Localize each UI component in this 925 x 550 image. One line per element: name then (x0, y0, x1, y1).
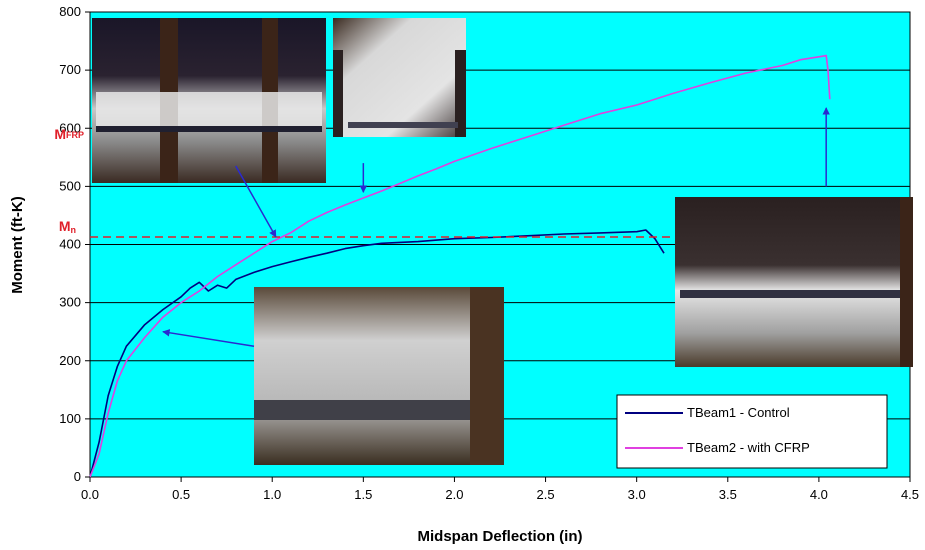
y-tick-label: 400 (59, 237, 81, 252)
y-tick-label: 300 (59, 295, 81, 310)
photo-beam-failure (675, 197, 913, 367)
y-tick-label: 0 (74, 469, 81, 484)
callout-arrow (162, 329, 255, 347)
x-tick-label: 1.0 (263, 487, 281, 502)
x-tick-label: 2.0 (445, 487, 463, 502)
x-tick-label: 4.0 (810, 487, 828, 502)
photo-beam-overview (92, 18, 326, 183)
series-layer (89, 54, 831, 478)
callout-arrow (235, 165, 277, 238)
photo-beam-crack-detail (333, 18, 466, 137)
mfrp-label: MFRP (54, 126, 84, 142)
legend-label-tbeam1: TBeam1 - Control (687, 405, 790, 420)
y-tick-label: 200 (59, 353, 81, 368)
y-axis: 0 100 200 300 400 500 600 700 800 (59, 4, 90, 484)
x-tick-label: 3.5 (719, 487, 737, 502)
y-tick-label: 700 (59, 62, 81, 77)
y-tick-label: 800 (59, 4, 81, 19)
x-tick-label: 3.0 (628, 487, 646, 502)
x-tick-label: 2.5 (537, 487, 555, 502)
x-axis-title: Midspan Deflection (in) (418, 528, 583, 545)
x-tick-label: 0.0 (81, 487, 99, 502)
series-line-tbeam2 (89, 54, 831, 478)
x-tick-label: 1.5 (354, 487, 372, 502)
x-tick-label: 0.5 (172, 487, 190, 502)
y-tick-label: 100 (59, 411, 81, 426)
x-axis: 0.0 0.5 1.0 1.5 2.0 2.5 3.0 3.5 4.0 4.5 (81, 477, 919, 502)
y-tick-label: 500 (59, 178, 81, 193)
legend: TBeam1 - Control TBeam2 - with CFRP (616, 394, 888, 469)
mn-label: Mn (59, 218, 76, 235)
x-tick-label: 4.5 (901, 487, 919, 502)
legend-label-tbeam2: TBeam2 - with CFRP (687, 440, 810, 455)
photo-beam-shear-detail (254, 287, 504, 465)
y-axis-title: Moment (ft-K) (9, 196, 26, 293)
callout-arrows (162, 107, 830, 347)
y-tick-label: 600 (59, 120, 81, 135)
series-line-tbeam1 (89, 229, 665, 478)
